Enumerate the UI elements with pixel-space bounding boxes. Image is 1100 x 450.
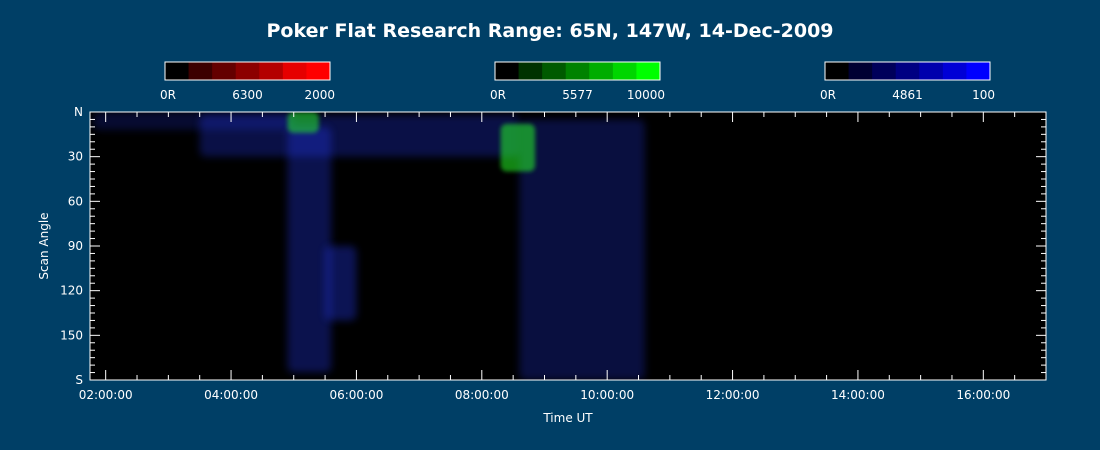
colorbar-green-segment bbox=[565, 62, 590, 80]
y-tick-label: 60 bbox=[68, 194, 83, 208]
colorbar-green-frame bbox=[494, 61, 661, 81]
x-tick-label: 14:00:00 bbox=[831, 388, 885, 402]
colorbar-legend: 0R 6300 2000 0R 5577 10000 0R 4861 100 bbox=[160, 61, 995, 102]
colorbar-red-frame bbox=[164, 61, 331, 81]
colorbar-green-segment bbox=[589, 62, 614, 80]
y-axis-label: Scan Angle bbox=[37, 212, 51, 279]
colorbar-green-segment bbox=[518, 62, 543, 80]
x-tick-label: 10:00:00 bbox=[580, 388, 634, 402]
y-tick-label: 150 bbox=[60, 328, 83, 342]
y-tick-label: 30 bbox=[68, 150, 83, 164]
colorbar-blue-segment bbox=[966, 62, 991, 80]
colorbar-green-segment bbox=[495, 62, 520, 80]
x-tick-label: 16:00:00 bbox=[956, 388, 1010, 402]
chart-title: Poker Flat Research Range: 65N, 147W, 14… bbox=[266, 20, 833, 42]
colorbar-red-min-label: 0R bbox=[160, 88, 176, 102]
x-tick-label: 02:00:00 bbox=[79, 388, 133, 402]
colorbar-blue-segment bbox=[942, 62, 967, 80]
colorbar-green-segment bbox=[542, 62, 567, 80]
emission-blue bbox=[199, 114, 520, 157]
colorbar-red-segment bbox=[165, 62, 190, 80]
x-tick-label: 12:00:00 bbox=[706, 388, 760, 402]
colorbar-blue-segment bbox=[825, 62, 850, 80]
colorbar-red-wavelength-label: 6300 bbox=[232, 88, 263, 102]
emission-green bbox=[287, 112, 319, 133]
colorbar-red-max-label: 2000 bbox=[304, 88, 335, 102]
colorbar-green-max-label: 10000 bbox=[627, 88, 665, 102]
colorbar-blue-segment bbox=[919, 62, 944, 80]
y-tick-label: N bbox=[74, 105, 83, 119]
colorbar-red-segment bbox=[235, 62, 260, 80]
colorbar-red-segment bbox=[212, 62, 237, 80]
y-tick-label: S bbox=[75, 373, 83, 387]
y-tick-label: 90 bbox=[68, 239, 83, 253]
emission-green bbox=[500, 123, 536, 172]
colorbar-blue-min-label: 0R bbox=[820, 88, 836, 102]
colorbar-blue-max-label: 100 bbox=[972, 88, 995, 102]
colorbar-green-min-label: 0R bbox=[490, 88, 506, 102]
x-axis: 02:00:00 04:00:00 06:00:00 08:00:00 10:00:00… bbox=[79, 112, 1016, 402]
x-tick-label: 04:00:00 bbox=[204, 388, 258, 402]
colorbar-green-segment bbox=[636, 62, 661, 80]
colorbar-blue-segment bbox=[848, 62, 873, 80]
y-axis: N 30 60 90 120 150 S bbox=[60, 105, 1046, 387]
emission-features bbox=[93, 112, 645, 380]
colorbar-red-segment bbox=[188, 62, 213, 80]
colorbar-blue-segment bbox=[872, 62, 897, 80]
colorbar-green-segment bbox=[612, 62, 637, 80]
emission-blue bbox=[287, 126, 332, 373]
emission-blue bbox=[519, 119, 645, 380]
colorbar-blue-wavelength-label: 4861 bbox=[892, 88, 923, 102]
colorbar-red-segment bbox=[282, 62, 307, 80]
colorbar-blue-segment bbox=[895, 62, 920, 80]
emission-blue bbox=[325, 246, 357, 321]
colorbar-blue-frame bbox=[824, 61, 991, 81]
y-tick-label: 120 bbox=[60, 284, 83, 298]
colorbar-red-segment bbox=[306, 62, 331, 80]
x-axis-label: Time UT bbox=[542, 411, 593, 425]
x-tick-label: 08:00:00 bbox=[455, 388, 509, 402]
colorbar-green-wavelength-label: 5577 bbox=[562, 88, 593, 102]
colorbar-red-segment bbox=[259, 62, 284, 80]
x-tick-label: 06:00:00 bbox=[329, 388, 383, 402]
